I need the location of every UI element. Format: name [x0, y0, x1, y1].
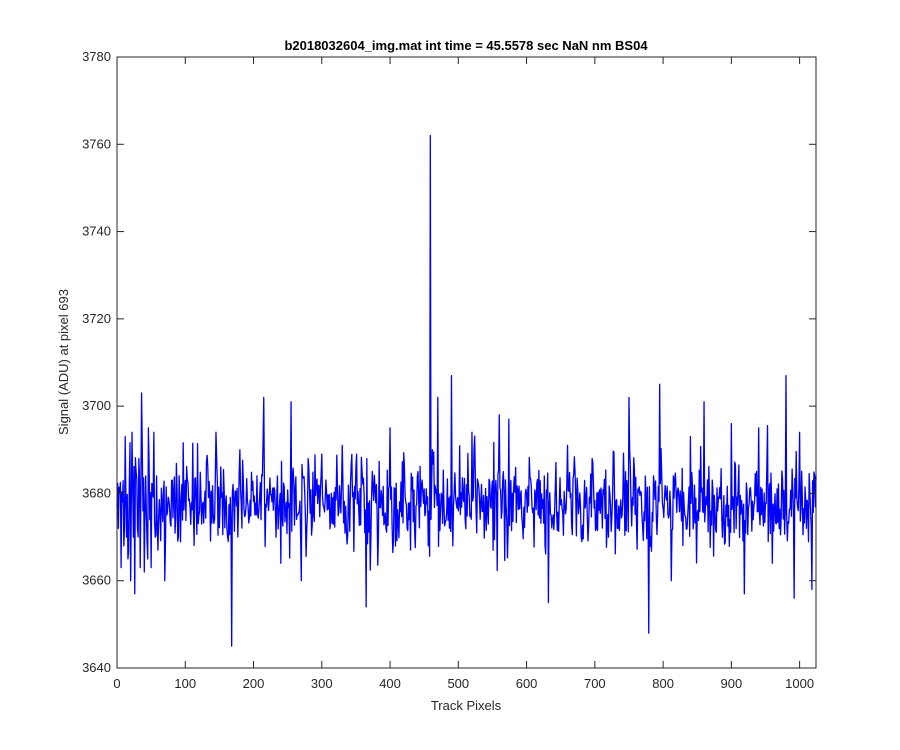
x-tick-label: 0 — [113, 676, 120, 691]
x-axis-label: Track Pixels — [431, 698, 502, 713]
x-tick-label: 300 — [311, 676, 333, 691]
x-tick-label: 600 — [516, 676, 538, 691]
x-tick-label: 500 — [447, 676, 469, 691]
y-tick-label: 3780 — [82, 49, 111, 64]
x-tick-label: 1000 — [785, 676, 814, 691]
x-tick-label: 900 — [721, 676, 743, 691]
y-tick-label: 3720 — [82, 311, 111, 326]
x-axis: 0 100 200 300 400 500 600 700 800 900 1000 — [113, 57, 814, 691]
y-tick-label: 3760 — [82, 136, 111, 151]
x-tick-label: 400 — [379, 676, 401, 691]
series-layer — [116, 134, 817, 647]
y-tick-label: 3660 — [82, 573, 111, 588]
axes-box — [116, 56, 817, 669]
y-tick-label: 3700 — [82, 398, 111, 413]
y-tick-label: 3740 — [82, 224, 111, 239]
x-tick-label: 800 — [652, 676, 674, 691]
y-tick-label: 3640 — [82, 660, 111, 675]
y-axis-label: Signal (ADU) at pixel 693 — [56, 289, 71, 435]
plot-area — [117, 57, 816, 668]
y-tick-label: 3680 — [82, 485, 111, 500]
x-tick-label: 700 — [584, 676, 606, 691]
x-tick-label: 200 — [243, 676, 265, 691]
y-axis: 3640 3660 3680 3700 3720 3740 3760 3780 — [82, 49, 816, 675]
x-tick-label: 100 — [174, 676, 196, 691]
series-line-0 — [116, 134, 817, 647]
chart-title: b2018032604_img.mat int time = 45.5578 s… — [284, 38, 648, 53]
